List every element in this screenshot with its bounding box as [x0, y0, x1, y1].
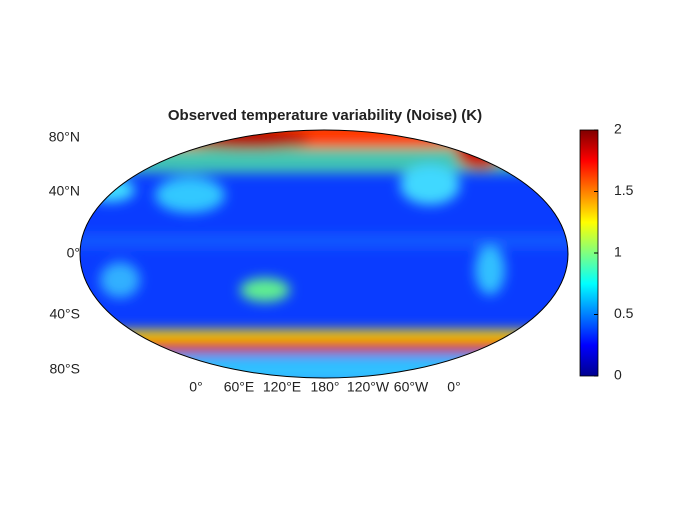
lon-label: 0° [447, 379, 460, 395]
lat-label: 40°N [49, 183, 80, 199]
colorbar-tick-label: 1 [614, 244, 622, 260]
colorbar-tick-label: 1.5 [614, 182, 634, 198]
lon-label: 60°W [394, 379, 429, 395]
colorbar-tick-label: 0 [614, 367, 622, 383]
lon-label: 0° [189, 379, 202, 395]
colorbar-tick-label: 0.5 [614, 305, 634, 321]
lon-label: 120°E [263, 379, 301, 395]
lat-label: 40°S [49, 306, 80, 322]
lat-label: 80°N [49, 129, 80, 145]
lon-label: 180° [311, 379, 340, 395]
lon-label: 60°E [224, 379, 255, 395]
map-frame [79, 129, 569, 379]
colorbar-tick-label: 2 [614, 121, 622, 137]
map-field [80, 130, 568, 378]
map-title: Observed temperature variability (Noise)… [168, 107, 482, 124]
lat-label: 0° [67, 245, 80, 261]
lat-label: 80°S [49, 361, 80, 377]
lon-label: 120°W [347, 379, 390, 395]
